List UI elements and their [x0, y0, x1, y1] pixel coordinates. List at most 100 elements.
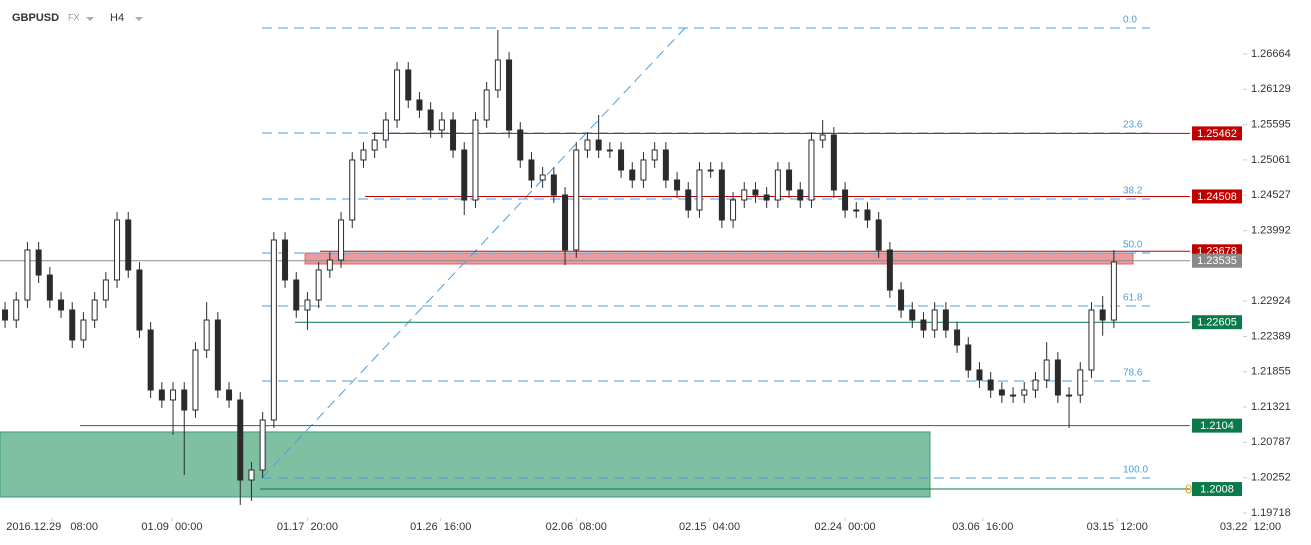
- candle-body: [1099, 309, 1106, 321]
- price-box: [1192, 482, 1242, 497]
- candle-body: [1043, 359, 1050, 381]
- candle-body: [114, 219, 121, 281]
- y-tick-label: 1.20787: [1251, 436, 1291, 448]
- candle-body: [920, 319, 927, 331]
- candle-body: [248, 469, 255, 481]
- candle-body: [170, 389, 177, 401]
- price-box-label: 1.2008: [1200, 483, 1234, 495]
- candle-body: [786, 169, 793, 191]
- candle-body: [584, 139, 591, 151]
- candle-body: [158, 389, 165, 401]
- price-box-label: 1.23535: [1197, 255, 1237, 267]
- price-box: [1192, 315, 1242, 330]
- candle-body: [136, 269, 143, 331]
- x-tick-label: 02.06 08:00: [546, 521, 607, 533]
- price-box: [1192, 418, 1242, 433]
- candle-body: [24, 249, 31, 301]
- y-tick-label: 1.22924: [1251, 295, 1291, 307]
- market[interactable]: FX: [68, 12, 80, 22]
- x-tick-label: 2016.12.29 08:00: [6, 521, 98, 533]
- candle-body: [1077, 369, 1084, 396]
- candle-body: [819, 134, 826, 141]
- candle-body: [685, 189, 692, 211]
- price-box: [1192, 189, 1242, 204]
- candle-body: [1066, 394, 1073, 397]
- candle-body: [360, 149, 367, 161]
- candle-body: [629, 169, 636, 181]
- fib-label: 100.0: [1123, 465, 1148, 476]
- fib-label: 61.8: [1123, 293, 1143, 304]
- x-tick-label: 02.24 00:00: [814, 521, 875, 533]
- candle-body: [550, 174, 557, 196]
- fib-label: 23.6: [1123, 120, 1143, 131]
- candle-body: [752, 189, 759, 196]
- trend-line: [261, 27, 686, 479]
- candle-body: [1054, 359, 1061, 396]
- candle-body: [371, 139, 378, 151]
- candle-body: [1088, 309, 1095, 371]
- candle-body: [864, 209, 871, 221]
- x-tick-label: 03.06 16:00: [952, 521, 1013, 533]
- candle-body: [237, 399, 244, 481]
- x-tick-label: 03.22 12:00: [1220, 521, 1281, 533]
- fib-label: 78.6: [1123, 368, 1143, 379]
- candle-body: [226, 389, 233, 401]
- candle-body: [80, 319, 87, 341]
- candle-body: [707, 169, 714, 172]
- candle-body: [58, 299, 65, 311]
- candle-body: [875, 219, 882, 251]
- candle-body: [259, 419, 266, 471]
- candle-body: [13, 299, 20, 321]
- y-tick-label: 1.26129: [1251, 83, 1291, 95]
- candle-body: [326, 259, 333, 271]
- candle-body: [674, 179, 681, 191]
- marker: 0: [1185, 481, 1192, 496]
- price-box-label: 1.2104: [1200, 420, 1234, 432]
- candle-body: [506, 59, 513, 131]
- candle-body: [438, 119, 445, 131]
- candle-body: [416, 99, 423, 111]
- symbol[interactable]: GBPUSD: [12, 12, 59, 24]
- candle-body: [214, 319, 221, 391]
- candle-body: [539, 174, 546, 181]
- x-tick-label: 03.15 12:00: [1087, 521, 1148, 533]
- x-tick-label: 01.09 00:00: [141, 521, 202, 533]
- y-tick-label: 1.21855: [1251, 366, 1291, 378]
- candle-body: [125, 219, 132, 271]
- timeframe[interactable]: H4: [110, 12, 124, 24]
- y-tick-label: 1.19718: [1251, 507, 1291, 519]
- candle-body: [954, 329, 961, 346]
- candle-body: [2, 309, 9, 321]
- y-tick-label: 1.25595: [1251, 119, 1291, 131]
- candle-body: [774, 169, 781, 201]
- candle-body: [741, 189, 748, 201]
- candle-body: [965, 344, 972, 371]
- candle-body: [562, 194, 569, 251]
- price-box-label: 1.25462: [1197, 128, 1237, 140]
- candle-body: [595, 139, 602, 151]
- dropdown-arrow[interactable]: [135, 17, 143, 21]
- candle-body: [696, 169, 703, 211]
- fib-label: 38.2: [1123, 186, 1143, 197]
- candle-body: [293, 279, 300, 311]
- candle-body: [282, 239, 289, 281]
- candle-body: [763, 194, 770, 201]
- candle-body: [528, 159, 535, 181]
- candle-body: [1110, 261, 1117, 321]
- candle-body: [662, 149, 669, 181]
- zone: [0, 431, 931, 498]
- candle-body: [1010, 394, 1017, 397]
- fib-label: 0.0: [1123, 15, 1137, 26]
- candle-body: [35, 249, 42, 276]
- dropdown-arrow[interactable]: [86, 17, 94, 21]
- candle-body: [942, 309, 949, 331]
- candle-body: [427, 109, 434, 131]
- y-tick-label: 1.25061: [1251, 154, 1291, 166]
- candle-body: [203, 319, 210, 351]
- price-box: [1192, 253, 1242, 268]
- candle-body: [808, 139, 815, 201]
- candle-body: [102, 279, 109, 301]
- price-box-label: 1.24508: [1197, 191, 1237, 203]
- candle-body: [573, 149, 580, 251]
- candle-body: [517, 129, 524, 161]
